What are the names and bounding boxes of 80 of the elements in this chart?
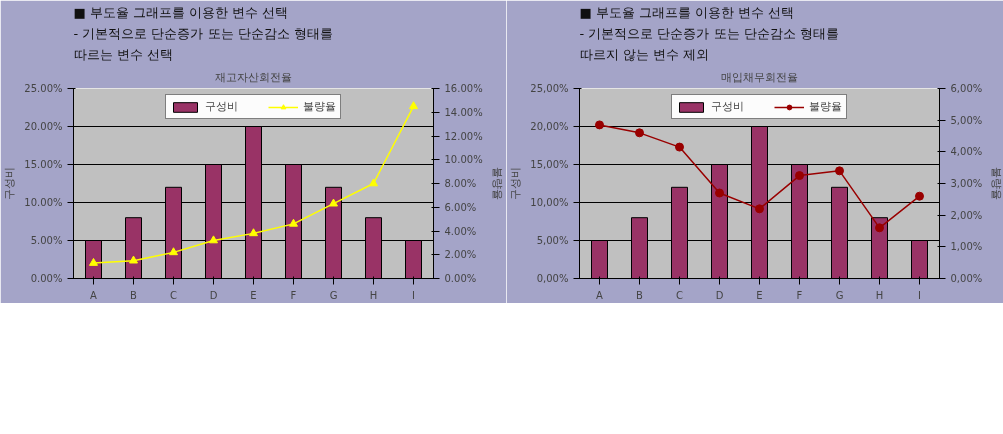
- point: [409, 101, 418, 110]
- x-tick-label: F: [796, 289, 803, 301]
- x-tick-label: E: [250, 289, 257, 301]
- y2-tick-label: 14.00%: [444, 106, 483, 118]
- y2-tick-label: 6,00%: [950, 83, 983, 94]
- point: [329, 198, 338, 207]
- chart-title: 매입채무회전율: [721, 70, 798, 84]
- y-tick-label: 0.00%: [30, 273, 63, 284]
- x-tick-label: H: [875, 289, 884, 301]
- y-tick-label: 15.00%: [24, 159, 63, 170]
- x-tick-label: H: [369, 289, 378, 301]
- x-tick-label: E: [756, 289, 763, 301]
- y2-tick-label: 0.00%: [444, 273, 477, 284]
- point: [595, 120, 604, 130]
- x-tick-label: B: [130, 289, 138, 301]
- y2-tick-label: 5,00%: [950, 114, 983, 126]
- y-tick-label: 20.00%: [24, 121, 63, 132]
- y-axis-title: 구성비: [509, 167, 523, 200]
- text: ■ 부도율 그래프를 이용한 변수 선택: [73, 4, 289, 20]
- y2-tick-label: 10.00%: [444, 154, 483, 166]
- point: [875, 223, 884, 233]
- point: [89, 257, 98, 266]
- point: [129, 255, 138, 264]
- x-tick-label: C: [676, 289, 684, 301]
- x-tick-label: D: [715, 289, 724, 301]
- legend-label: 불량율: [809, 99, 842, 114]
- x-tick-label: F: [290, 289, 297, 301]
- y2-axis-title: 불량율: [490, 167, 504, 200]
- x-tick-label: B: [636, 289, 644, 301]
- x-tick-label: G: [329, 289, 338, 301]
- y-tick-label: 15,00%: [530, 159, 569, 170]
- y-tick-label: 5,00%: [536, 235, 569, 246]
- x-tick-label: A: [90, 289, 98, 301]
- y2-tick-label: 8.00%: [444, 178, 477, 189]
- text: - 기본적으로 단순증가 또는 단순감소 형태를: [73, 25, 333, 41]
- point: [755, 204, 764, 214]
- legend-label: 구성비: [711, 99, 744, 114]
- x-tick-label: G: [835, 289, 844, 301]
- y-tick-label: 25.00%: [24, 83, 63, 94]
- point: [675, 142, 684, 152]
- y2-tick-label: 0,00%: [950, 273, 983, 284]
- y2-tick-label: 6.00%: [444, 201, 477, 213]
- y-tick-label: 10,00%: [530, 197, 569, 208]
- y2-tick-label: 16.00%: [444, 83, 483, 94]
- y-tick-label: 10.00%: [24, 197, 63, 208]
- y2-tick-label: 2,00%: [950, 209, 983, 221]
- y2-tick-label: 3,00%: [950, 178, 983, 189]
- point: [915, 191, 924, 201]
- x-tick-label: C: [170, 289, 178, 301]
- y2-tick-label: 2.00%: [444, 249, 477, 261]
- y2-tick-label: 12.00%: [444, 130, 483, 142]
- text: 따르지 않는 변수 제외: [579, 46, 709, 62]
- point: [169, 247, 178, 256]
- point: [209, 235, 218, 244]
- legend-label: 불량율: [303, 99, 336, 114]
- point: [289, 218, 298, 227]
- y2-tick-label: 4.00%: [444, 225, 477, 237]
- y2-tick-label: 1,00%: [950, 241, 983, 253]
- point: [835, 166, 844, 176]
- x-tick-label: I: [412, 289, 415, 301]
- point: [369, 178, 378, 187]
- x-tick-label: A: [596, 289, 604, 301]
- point: [249, 228, 258, 237]
- point: [715, 188, 724, 198]
- y-axis-title: 구성비: [3, 167, 17, 200]
- point: [635, 128, 644, 138]
- text: ■ 부도율 그래프를 이용한 변수 선택: [579, 4, 795, 20]
- chart-title: 재고자산회전율: [215, 70, 292, 84]
- text: - 기본적으로 단순증가 또는 단순감소 형태를: [579, 25, 839, 41]
- x-tick-label: I: [918, 289, 921, 301]
- y-tick-label: 20,00%: [530, 121, 569, 132]
- y-tick-label: 5.00%: [30, 235, 63, 246]
- x-tick-label: D: [209, 289, 218, 301]
- y2-axis-title: 불량율: [990, 167, 1003, 200]
- point: [795, 171, 804, 181]
- y-tick-label: 25,00%: [530, 83, 569, 94]
- y-tick-label: 0,00%: [536, 273, 569, 284]
- y2-tick-label: 4,00%: [950, 146, 983, 158]
- text: 따르는 변수 선택: [73, 46, 173, 62]
- legend-label: 구성비: [205, 99, 238, 114]
